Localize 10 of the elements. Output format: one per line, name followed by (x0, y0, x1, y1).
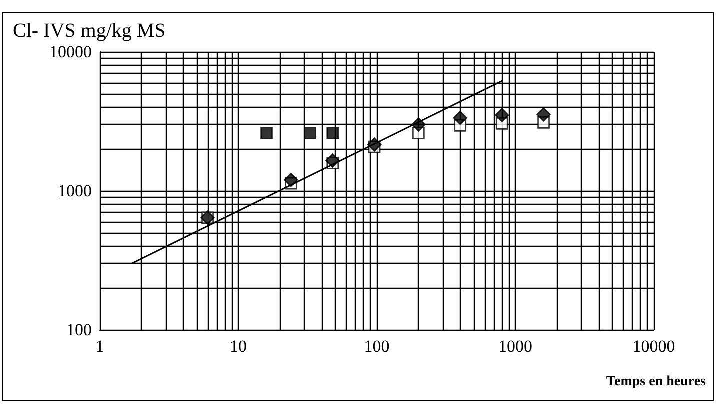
x-tick-label: 10000 (632, 337, 676, 356)
x-tick-label: 100 (364, 337, 390, 356)
y-tick-label: 1000 (58, 182, 92, 200)
x-tick-label: 10 (230, 337, 247, 356)
y-tick-label: 10000 (50, 42, 92, 62)
x-axis-title: Temps en heures (606, 374, 707, 390)
x-tick-label: 1 (96, 337, 104, 356)
chart-title: Cl- IVS mg/kg MS (13, 20, 166, 42)
y-tick-label: 100 (66, 320, 92, 340)
x-tick-label: 1000 (498, 337, 532, 356)
